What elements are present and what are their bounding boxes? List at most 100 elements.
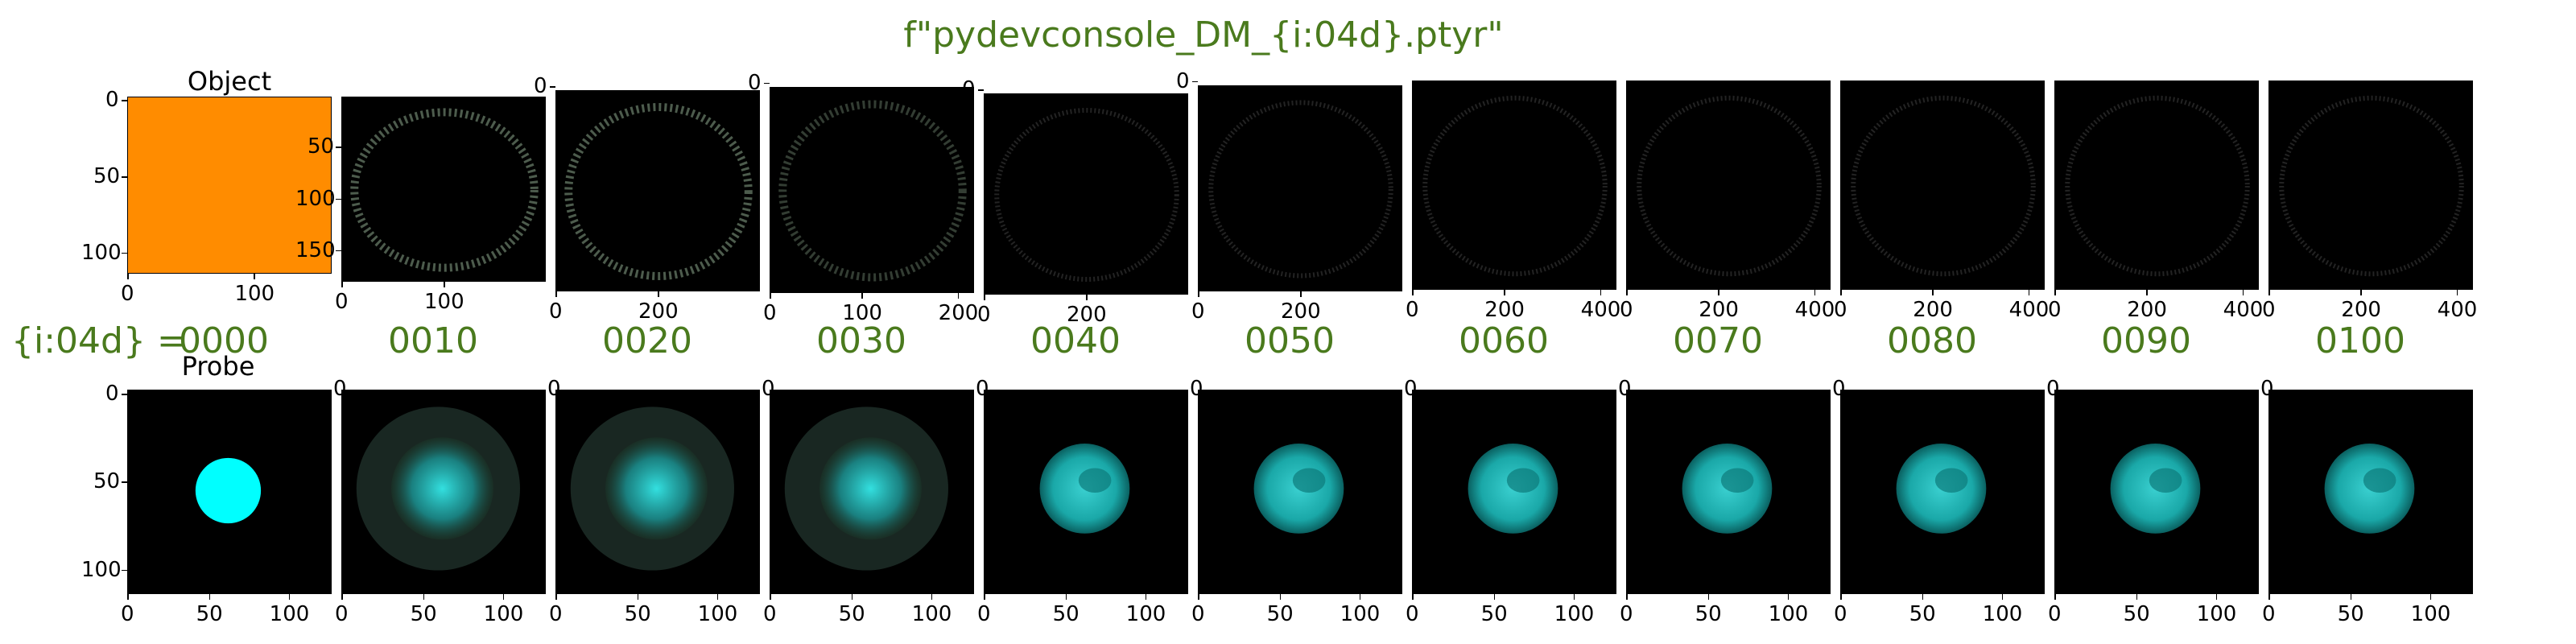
iteration-label-0040: 0040 xyxy=(1030,320,1121,361)
x-tick-mark xyxy=(2001,594,2004,600)
probe-x-tick-label: 50 xyxy=(196,602,223,626)
x-tick-mark xyxy=(1300,291,1302,297)
probe-y-tick-label: 0 xyxy=(1404,377,1418,401)
probe-x-tick-label: 50 xyxy=(410,602,437,626)
object-panel-0000 xyxy=(127,97,332,274)
x-tick-mark xyxy=(861,293,863,299)
object-y-tick-label: 0 xyxy=(1176,68,1190,93)
probe-x-tick-label: 50 xyxy=(1052,602,1080,626)
x-tick-mark xyxy=(1573,594,1575,600)
probe-x-tick-label: 50 xyxy=(1695,602,1722,626)
probe-y-tick-label: 0 xyxy=(1190,377,1203,401)
x-tick-mark xyxy=(2268,290,2270,295)
y-tick-mark xyxy=(336,198,341,200)
object-x-tick-label: 400 xyxy=(2437,298,2478,322)
object-x-tick-label: 200 xyxy=(1484,298,1525,322)
y-tick-mark xyxy=(764,82,770,85)
probe-panel-0030 xyxy=(770,390,974,594)
object-x-tick-label: 100 xyxy=(842,301,882,325)
probe-x-tick-label: 50 xyxy=(1909,602,1936,626)
object-y-tick-label: 0 xyxy=(534,74,547,98)
object-x-tick-label: 200 xyxy=(2341,298,2381,322)
x-tick-mark xyxy=(555,291,557,297)
x-tick-mark xyxy=(770,293,771,299)
object-panel-0090 xyxy=(2054,80,2259,290)
probe-x-tick-label: 50 xyxy=(838,602,865,626)
object-x-tick-label: 200 xyxy=(1699,298,1739,322)
x-tick-mark xyxy=(2360,290,2362,295)
object-y-tick-label: 0 xyxy=(748,70,762,95)
x-tick-mark xyxy=(2429,594,2432,600)
probe-x-tick-label: 100 xyxy=(911,602,952,626)
probe-x-tick-label: 0 xyxy=(1834,602,1847,626)
probe-panel-0090 xyxy=(2054,390,2259,594)
object-x-tick-label: 0 xyxy=(1834,298,1847,322)
object-x-tick-label: 400 xyxy=(1794,298,1835,322)
x-tick-mark xyxy=(1932,290,1934,295)
probe-x-tick-label: 50 xyxy=(1480,602,1508,626)
iteration-label-0020: 0020 xyxy=(602,320,692,361)
y-tick-mark xyxy=(122,569,127,572)
object-x-tick-label: 0 xyxy=(977,303,991,327)
object-panel-0060 xyxy=(1412,80,1616,290)
object-panel-0070 xyxy=(1626,80,1831,290)
probe-x-tick-label: 0 xyxy=(2262,602,2276,626)
x-tick-mark xyxy=(658,291,659,297)
x-tick-mark xyxy=(957,293,960,299)
object-y-tick-label: 100 xyxy=(295,186,336,211)
object-panel-0080 xyxy=(1840,80,2045,290)
probe-panel-0060 xyxy=(1412,390,1616,594)
probe-panel-0050 xyxy=(1198,390,1402,594)
probe-x-tick-label: 0 xyxy=(549,602,563,626)
object-y-tick-label: 50 xyxy=(308,134,335,159)
object-y-tick-label: 0 xyxy=(962,77,976,101)
y-tick-mark xyxy=(978,89,984,91)
iteration-label-0090: 0090 xyxy=(2101,320,2191,361)
probe-x-tick-label: 0 xyxy=(1406,602,1419,626)
x-tick-mark xyxy=(770,594,771,600)
probe-x-tick-label: 50 xyxy=(2337,602,2364,626)
x-tick-mark xyxy=(208,594,211,600)
x-tick-mark xyxy=(1504,290,1505,295)
x-tick-mark xyxy=(2215,594,2218,600)
x-tick-mark xyxy=(288,594,291,600)
object-x-tick-label: 100 xyxy=(424,290,464,314)
object-y-tick-label: 150 xyxy=(295,237,336,262)
x-tick-mark xyxy=(2028,290,2030,295)
object-x-tick-label: 200 xyxy=(1913,298,1953,322)
probe-title: Probe xyxy=(181,351,255,382)
y-tick-mark xyxy=(550,86,555,88)
x-tick-mark xyxy=(984,295,985,300)
object-panel-0030 xyxy=(770,87,974,293)
x-tick-mark xyxy=(1626,594,1628,600)
probe-y-tick-label: 0 xyxy=(1618,377,1632,401)
object-y-tick-label: 100 xyxy=(81,240,122,265)
probe-x-tick-label: 0 xyxy=(335,602,349,626)
y-tick-mark xyxy=(122,176,127,178)
x-tick-mark xyxy=(2268,594,2270,600)
x-tick-mark xyxy=(1145,594,1147,600)
probe-panel-0020 xyxy=(555,390,760,594)
x-tick-mark xyxy=(127,274,129,279)
y-tick-mark xyxy=(1192,80,1198,83)
x-tick-mark xyxy=(2136,594,2138,600)
x-tick-mark xyxy=(127,594,129,600)
figure-title: f"pydevconsole_DM_{i:04d}.ptyr" xyxy=(903,14,1504,56)
probe-x-tick-label: 100 xyxy=(269,602,310,626)
object-panel-0100 xyxy=(2268,80,2473,290)
x-tick-mark xyxy=(851,594,853,600)
probe-x-tick-label: 100 xyxy=(2410,602,2451,626)
x-tick-mark xyxy=(555,594,557,600)
object-panel-0040 xyxy=(984,93,1188,295)
object-x-tick-label: 0 xyxy=(1406,298,1419,322)
object-x-tick-label: 200 xyxy=(638,299,679,324)
probe-x-tick-label: 50 xyxy=(624,602,651,626)
probe-x-tick-label: 100 xyxy=(483,602,524,626)
x-tick-mark xyxy=(931,594,933,600)
object-x-tick-label: 0 xyxy=(549,299,563,324)
object-x-tick-label: 200 xyxy=(938,301,979,325)
x-tick-mark xyxy=(1198,594,1199,600)
object-x-tick-label: 400 xyxy=(1580,298,1621,322)
object-x-tick-label: 0 xyxy=(121,282,134,306)
probe-panel-0080 xyxy=(1840,390,2045,594)
